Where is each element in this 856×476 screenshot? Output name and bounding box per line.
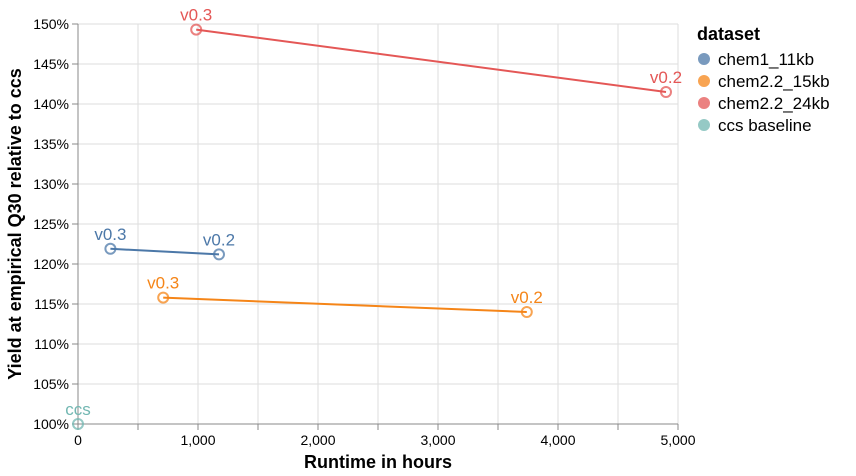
- y-tick-label: 105%: [33, 376, 69, 392]
- y-tick-label: 100%: [33, 416, 69, 432]
- x-tick-label: 0: [74, 432, 82, 448]
- legend-swatch: [698, 119, 710, 131]
- x-tick-label: 5,000: [660, 432, 695, 448]
- x-tick-label: 4,000: [540, 432, 575, 448]
- data-point: [104, 242, 117, 255]
- legend-label: chem2.2_24kb: [718, 94, 830, 113]
- point-label: ccs: [65, 400, 91, 419]
- legend-title: dataset: [697, 24, 760, 44]
- series-line: [196, 28, 667, 93]
- data-point: [660, 86, 672, 98]
- y-tick-label: 110%: [34, 336, 69, 352]
- point-label: v0.3: [94, 225, 126, 244]
- point-label: v0.2: [650, 68, 682, 87]
- series-layer: v0.3 v0.2 v0.3 v0.2 v0.3 v0.2 ccs: [65, 6, 682, 430]
- axes: 0 1,000 2,000 3,000 4,000 5,000 100% 105% 110% 11…: [33, 16, 696, 448]
- series-chem2-2-15kb: v0.3 v0.2: [147, 274, 543, 318]
- point-label: v0.2: [203, 230, 235, 249]
- series-ccs-baseline: ccs: [65, 400, 91, 430]
- legend-swatch: [698, 53, 710, 65]
- series-line: [110, 247, 220, 256]
- data-point: [72, 418, 84, 430]
- legend: dataset chem1_11kb chem2.2_15kb chem2.2_24k…: [697, 24, 830, 135]
- point-label: v0.3: [147, 274, 179, 293]
- legend-label: ccs baseline: [718, 116, 812, 135]
- y-tick-label: 115%: [34, 296, 69, 312]
- x-axis-title: Runtime in hours: [304, 452, 452, 472]
- x-tick-label: 2,000: [300, 432, 335, 448]
- legend-label: chem2.2_15kb: [718, 72, 830, 91]
- legend-swatch: [698, 97, 710, 109]
- y-tick-label: 140%: [33, 96, 69, 112]
- data-point: [190, 23, 203, 36]
- legend-label: chem1_11kb: [718, 50, 814, 69]
- legend-item: chem2.2_24kb: [698, 94, 830, 113]
- series-chem2-2-24kb: v0.3 v0.2: [180, 6, 682, 98]
- data-point: [213, 248, 225, 261]
- series-line: [163, 296, 527, 313]
- y-tick-label: 135%: [33, 136, 69, 152]
- data-point: [520, 306, 533, 318]
- y-axis-title: Yield at empirical Q30 relative to ccs: [5, 68, 25, 379]
- legend-swatch: [698, 75, 710, 87]
- point-label: v0.3: [180, 6, 212, 25]
- series-chem1-11kb: v0.3 v0.2: [94, 225, 235, 261]
- x-tick-label: 1,000: [180, 432, 215, 448]
- y-tick-label: 125%: [33, 216, 69, 232]
- y-tick-label: 145%: [33, 56, 69, 72]
- y-tick-label: 130%: [33, 176, 69, 192]
- data-point: [157, 291, 170, 304]
- point-label: v0.2: [511, 288, 543, 307]
- legend-item: chem2.2_15kb: [698, 72, 830, 91]
- legend-item: chem1_11kb: [698, 50, 814, 69]
- y-tick-label: 120%: [33, 256, 69, 272]
- x-tick-label: 3,000: [420, 432, 455, 448]
- legend-item: ccs baseline: [698, 116, 812, 135]
- y-tick-label: 150%: [33, 16, 69, 32]
- grid: [77, 23, 679, 425]
